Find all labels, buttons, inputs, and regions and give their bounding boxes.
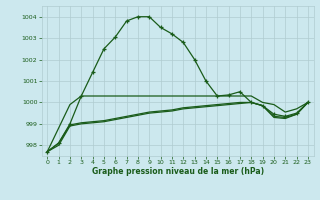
X-axis label: Graphe pression niveau de la mer (hPa): Graphe pression niveau de la mer (hPa) (92, 167, 264, 176)
